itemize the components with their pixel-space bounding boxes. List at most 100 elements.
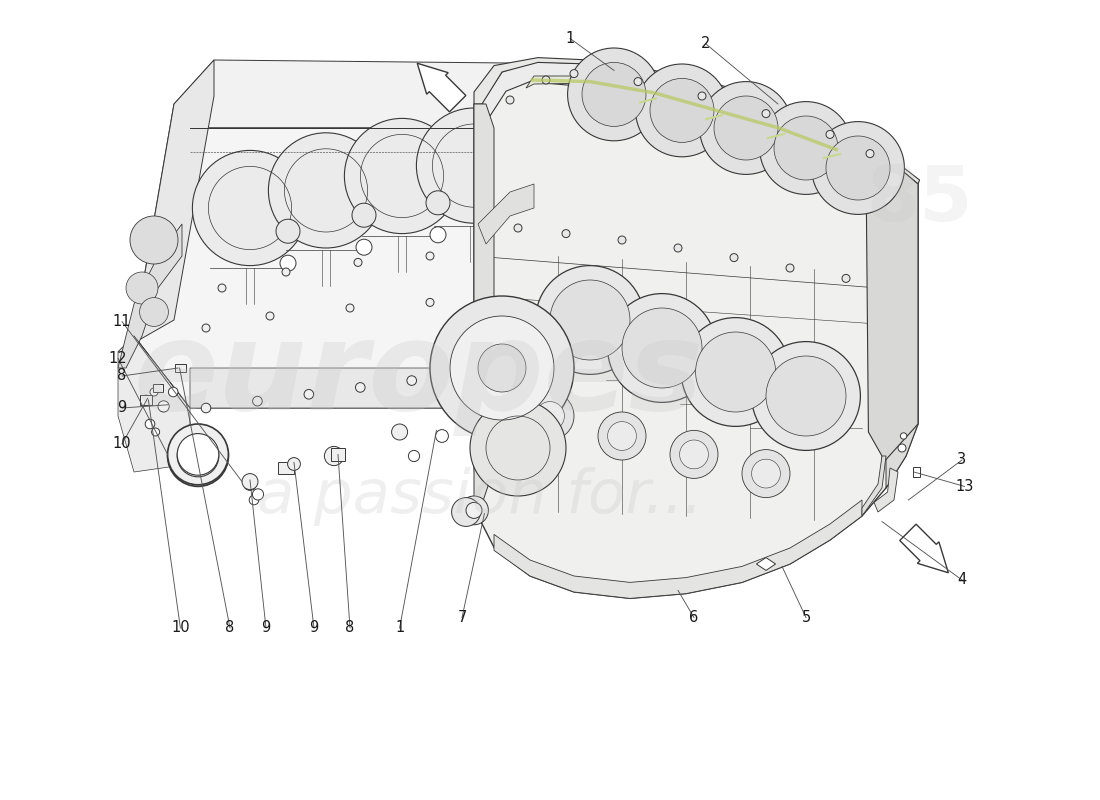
Circle shape [570,70,578,78]
Circle shape [192,150,308,266]
Circle shape [243,478,256,490]
Circle shape [842,274,850,282]
Circle shape [167,426,229,486]
Circle shape [355,382,365,392]
Polygon shape [417,63,465,112]
Polygon shape [482,62,878,168]
Circle shape [742,450,790,498]
Circle shape [730,254,738,262]
Circle shape [714,96,778,160]
Circle shape [253,396,262,406]
Text: 9: 9 [118,401,127,415]
Circle shape [674,244,682,252]
Text: 85: 85 [867,163,972,237]
Polygon shape [874,468,898,512]
Circle shape [282,268,290,276]
Polygon shape [862,456,886,516]
Text: 8: 8 [345,621,354,635]
Polygon shape [174,60,606,128]
Circle shape [695,332,776,412]
Circle shape [354,258,362,266]
Circle shape [636,64,728,157]
Circle shape [496,183,520,207]
Circle shape [751,342,860,450]
Polygon shape [190,320,606,408]
Polygon shape [134,104,606,408]
Circle shape [460,496,488,525]
Circle shape [150,388,158,396]
Circle shape [561,355,571,365]
Circle shape [352,203,376,227]
Circle shape [126,272,158,304]
Text: 13: 13 [955,479,974,494]
Circle shape [177,435,219,477]
Circle shape [542,76,550,84]
Circle shape [201,403,211,413]
Circle shape [568,48,660,141]
Polygon shape [757,558,776,570]
Circle shape [242,474,258,490]
Text: 9: 9 [309,621,319,635]
Circle shape [700,82,792,174]
Circle shape [514,224,522,232]
Bar [913,467,920,477]
Circle shape [218,284,226,292]
Bar [141,395,152,405]
Circle shape [417,108,531,223]
Polygon shape [474,104,494,504]
Circle shape [280,255,296,271]
Circle shape [252,489,264,500]
Circle shape [430,296,574,440]
Circle shape [509,362,519,372]
Circle shape [478,344,526,392]
Polygon shape [118,336,190,472]
Circle shape [450,316,554,420]
Text: 6: 6 [690,610,698,625]
Circle shape [266,312,274,320]
Text: 12: 12 [109,351,128,366]
Circle shape [698,92,706,100]
Circle shape [168,387,178,397]
Circle shape [346,304,354,312]
Circle shape [650,78,714,142]
Circle shape [681,318,790,426]
Text: 8: 8 [118,369,127,383]
Circle shape [760,102,852,194]
Circle shape [145,419,155,429]
Circle shape [826,136,890,200]
Circle shape [680,440,708,469]
Circle shape [506,96,514,104]
Circle shape [598,412,646,460]
Circle shape [268,133,384,248]
Circle shape [774,116,838,180]
Text: 3: 3 [957,453,967,467]
Circle shape [426,298,434,306]
Circle shape [430,227,446,243]
Circle shape [812,122,904,214]
Circle shape [484,102,600,218]
Circle shape [392,424,408,440]
Text: 7: 7 [458,610,466,625]
Circle shape [607,294,716,402]
Circle shape [276,219,300,243]
Circle shape [550,280,630,360]
Polygon shape [478,184,534,244]
Text: 9: 9 [262,621,271,635]
Circle shape [356,239,372,255]
Text: 10: 10 [112,437,131,451]
Text: 10: 10 [172,621,189,635]
Text: 4: 4 [957,573,967,587]
Circle shape [562,230,570,238]
Polygon shape [878,154,918,488]
Circle shape [536,266,645,374]
Polygon shape [118,224,182,368]
Text: 1: 1 [565,31,574,46]
Circle shape [140,298,168,326]
Circle shape [766,356,846,436]
Circle shape [470,400,566,496]
Text: 11: 11 [112,314,131,329]
Circle shape [607,422,637,450]
Text: 2: 2 [702,37,711,51]
Circle shape [130,216,178,264]
Bar [278,462,294,474]
